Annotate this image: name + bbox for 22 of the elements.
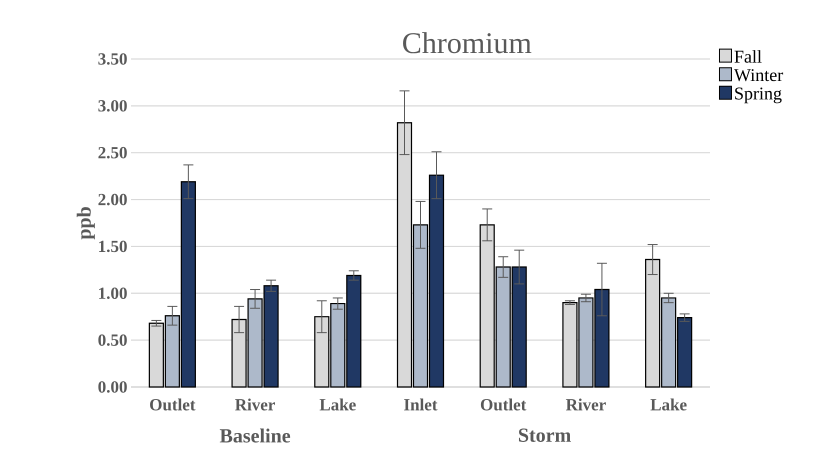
x-tick-label: Outlet bbox=[150, 398, 196, 411]
x-tick-label: Inlet bbox=[404, 398, 438, 410]
x-tick-label: Outlet bbox=[480, 398, 526, 411]
y-tick-label: 1.50 bbox=[99, 240, 127, 252]
x-tick-label: Lake bbox=[320, 398, 356, 410]
legend-label: Fall bbox=[734, 50, 762, 63]
y-tick-label: 2.00 bbox=[98, 194, 127, 206]
y-tick-label: 3.50 bbox=[98, 53, 127, 65]
y-tick-label: 0.50 bbox=[98, 334, 127, 346]
y-tick-label: 1.00 bbox=[99, 288, 127, 300]
y-tick-label: 3.00 bbox=[98, 100, 127, 112]
x-tick-label: Lake bbox=[650, 398, 687, 410]
y-tick-label: 2.50 bbox=[98, 146, 127, 158]
x-tick-label: River bbox=[566, 398, 606, 410]
legend-label: Spring bbox=[735, 87, 782, 104]
x-tick-label: River bbox=[235, 398, 276, 410]
chart-title: Chromium bbox=[403, 32, 532, 54]
legend-label: Winter bbox=[734, 69, 784, 82]
text: Storm bbox=[518, 428, 571, 442]
text: Baseline bbox=[220, 428, 290, 443]
y-axis-title: ppb bbox=[76, 207, 95, 240]
y-tick-label: 0.00 bbox=[98, 381, 127, 393]
